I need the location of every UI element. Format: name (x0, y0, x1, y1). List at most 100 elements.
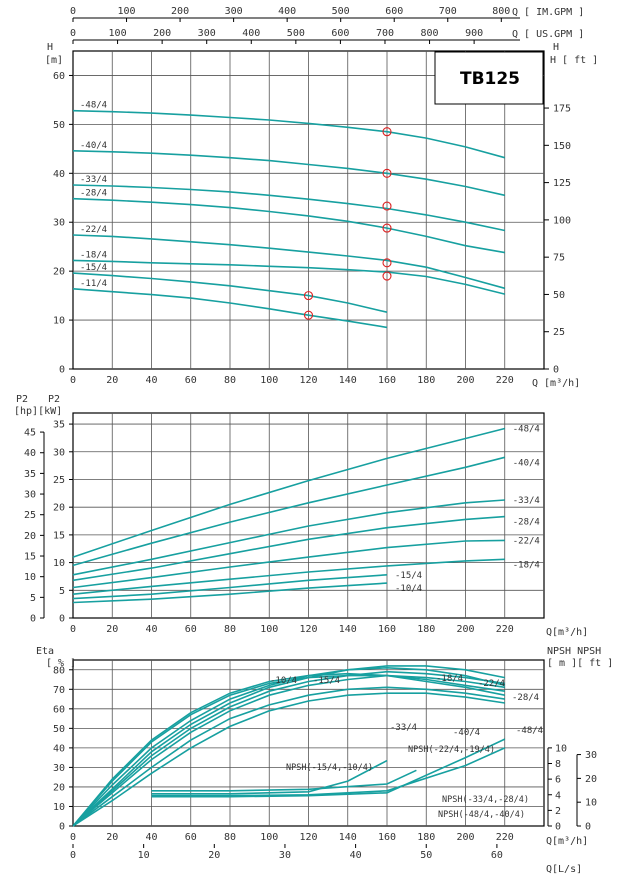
x-tick-label: 120 (299, 832, 317, 843)
head-curve (72, 234, 506, 290)
x-tick-label: 200 (456, 624, 474, 635)
efficiency-curve (72, 674, 505, 827)
efficiency-panel: -10/4 -15/4 -18/4 -22/4 -28/4 -33/4 -40/4 -48/4… (53, 659, 597, 861)
y-tick-label: 50 (53, 120, 65, 131)
power-x-label: Q[m³/h] (546, 627, 588, 638)
power-curve (72, 499, 505, 576)
x-tick-label: 160 (378, 832, 396, 843)
top2-tick-label: 400 (242, 28, 260, 39)
x-tick-label: 60 (185, 375, 197, 386)
y-tick-label: 20 (53, 267, 65, 278)
y-right-tick-label: 25 (553, 327, 565, 338)
x-tick-label: 180 (417, 624, 435, 635)
npsh-curve (151, 738, 506, 798)
top2-tick-label: 900 (465, 28, 483, 39)
hp-tick-label: 5 (30, 593, 36, 604)
x-tick-label: 120 (299, 624, 317, 635)
npsh-m-tick-label: 4 (555, 790, 561, 801)
top1-tick-label: 200 (171, 6, 189, 17)
x-tick-label: 40 (145, 624, 157, 635)
x-tick-label: 80 (224, 624, 236, 635)
power-curve (72, 515, 505, 582)
y-tick-label: 30 (53, 218, 65, 229)
top2-tick-label: 600 (331, 28, 349, 39)
y-tick-label: 20 (53, 782, 65, 793)
y-right-tick-label: 175 (553, 104, 571, 115)
power-y-label-units: [hp][kW] (14, 406, 62, 417)
power-curve (72, 427, 505, 558)
head-series-group (72, 109, 506, 329)
y-right-tick-label: 0 (553, 365, 559, 376)
hp-tick-label: 35 (24, 469, 36, 480)
power-series-label: -15/4 (395, 571, 422, 581)
x-tick-label: 200 (456, 832, 474, 843)
npsh-label-title: NPSH NPSH (547, 646, 601, 657)
head-y-ticks: 0 10 20 30 40 50 60 (53, 71, 73, 376)
y-tick-label: 60 (53, 704, 65, 715)
efficiency-series-label: -40/4 (453, 728, 480, 738)
head-series-label: -33/4 (80, 175, 107, 185)
y-tick-label: 70 (53, 685, 65, 696)
head-duty-points (303, 127, 392, 320)
x-tick-label: 20 (106, 375, 118, 386)
y-tick-label: 50 (53, 724, 65, 735)
y-tick-label: 5 (59, 586, 65, 597)
power-curve (72, 558, 505, 595)
eta-x-label: Q[m³/h] (546, 836, 588, 847)
x-tick-label: 180 (417, 375, 435, 386)
top2-tick-label: 800 (421, 28, 439, 39)
efficiency-curve (72, 670, 505, 827)
x-tick-label: 180 (417, 832, 435, 843)
x-tick-label: 40 (145, 375, 157, 386)
npsh-m-tick-label: 2 (555, 806, 561, 817)
top1-tick-label: 500 (332, 6, 350, 17)
efficiency-series-label: -15/4 (313, 676, 340, 686)
power-y-label-hp-title: P2 (16, 394, 28, 405)
x-tick-label: 0 (70, 375, 76, 386)
npsh-label-units: [ m ][ ft ] (547, 658, 613, 669)
top2-tick-label: 200 (153, 28, 171, 39)
head-grid (73, 51, 544, 369)
y-tick-label: 80 (53, 665, 65, 676)
hp-tick-label: 40 (24, 448, 36, 459)
x2-tick-label: 50 (420, 850, 432, 861)
y-right-tick-label: 150 (553, 141, 571, 152)
top1-tick-label: 400 (278, 6, 296, 17)
head-curve (72, 184, 505, 232)
efficiency-series-label: -22/4 (478, 679, 505, 689)
x-tick-label: 220 (496, 832, 514, 843)
x-tick-label: 220 (496, 375, 514, 386)
efficiency-curve (72, 686, 505, 827)
npsh-curve (151, 747, 506, 797)
top-axis-us-gpm: 0 100 200 300 400 500 600 700 800 900 Q [ US.GPM … (70, 28, 584, 44)
top1-tick-label: 800 (492, 6, 510, 17)
npsh-m-tick-label: 6 (555, 775, 561, 786)
top2-tick-label: 500 (287, 28, 305, 39)
y-tick-label: 0 (59, 822, 65, 833)
head-x-label: Q [m³/h] (532, 378, 580, 389)
y-tick-label: 10 (53, 558, 65, 569)
y-tick-label: 30 (53, 763, 65, 774)
power-series-label: -33/4 (513, 496, 540, 506)
hp-tick-label: 10 (24, 572, 36, 583)
duty-point-marker (382, 271, 392, 281)
y-tick-label: 0 (59, 365, 65, 376)
x-tick-label: 120 (299, 375, 317, 386)
top-axis-im-gpm-label: Q [ IM.GPM ] (512, 7, 584, 18)
power-curve (72, 582, 388, 604)
y-right-tick-label: 75 (553, 253, 565, 264)
x-tick-label: 80 (224, 832, 236, 843)
npsh-ft-tick-label: 20 (585, 774, 597, 785)
y-tick-label: 15 (53, 530, 65, 541)
x-tick-label: 0 (70, 832, 76, 843)
head-curve (72, 150, 505, 197)
efficiency-series-label: -33/4 (390, 723, 417, 733)
y-right-tick-label: 100 (553, 215, 571, 226)
y-tick-label: 35 (53, 420, 65, 431)
npsh-series-label: NPSH(-33/4,-28/4) (442, 795, 529, 805)
npsh-m-tick-label: 8 (555, 759, 561, 770)
x2-tick-label: 20 (208, 850, 220, 861)
x2-tick-label: 60 (491, 850, 503, 861)
npsh-m-tick-label: 0 (555, 822, 561, 833)
